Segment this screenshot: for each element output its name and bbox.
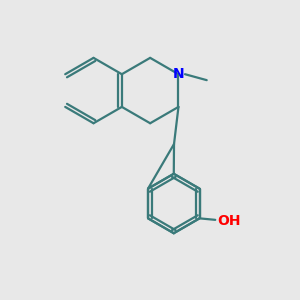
Text: N: N: [173, 67, 184, 81]
Text: OH: OH: [218, 214, 241, 228]
